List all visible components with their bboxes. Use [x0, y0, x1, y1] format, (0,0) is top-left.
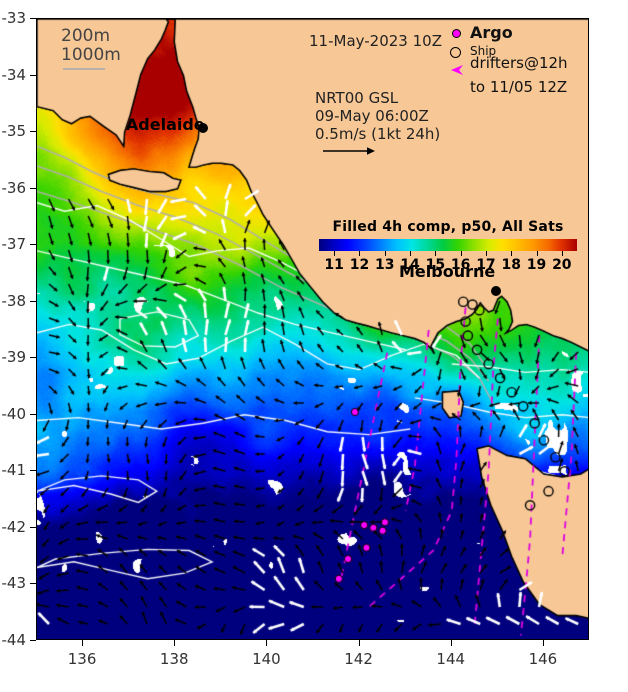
bathymetry-scale-key: 200m 1000m: [61, 27, 121, 70]
x-axis-tick: [451, 640, 452, 646]
y-axis-tick: [30, 188, 36, 189]
legend-label-drifters: drifters@12h: [470, 54, 568, 72]
y-axis-tick-label: -39: [0, 348, 26, 366]
y-axis-tick-label: -37: [0, 235, 26, 253]
legend-item-drifters: drifters@12h: [450, 58, 580, 78]
y-axis-tick-label: -40: [0, 405, 26, 423]
y-axis-tick-label: -33: [0, 9, 26, 27]
x-axis-tick-label: 142: [329, 650, 389, 668]
y-axis-tick: [30, 640, 36, 641]
bathy-contour-sample-line: [63, 68, 105, 70]
y-axis-tick-label: -35: [0, 122, 26, 140]
y-axis-tick-label: -44: [0, 631, 26, 649]
city-label: Melbourne: [399, 262, 495, 281]
legend-item-argo: Argo: [450, 25, 580, 44]
sst-map-canvas: [37, 19, 589, 640]
y-axis-tick-label: -42: [0, 518, 26, 536]
current-scale-value: 0.5m/s (1kt 24h): [315, 125, 440, 143]
figure-root: 200m 1000m 11-May-2023 10Z NRT00 GSL 09-…: [0, 0, 628, 692]
x-axis-tick: [543, 640, 544, 646]
y-axis-tick: [30, 301, 36, 302]
city-label: Adelaide: [126, 115, 205, 134]
y-axis-tick-label: -41: [0, 461, 26, 479]
x-axis-tick: [266, 640, 267, 646]
x-axis-tick-label: 144: [421, 650, 481, 668]
current-model-info: NRT00 GSL 09-May 06:00Z 0.5m/s (1kt 24h): [315, 89, 440, 161]
y-axis-tick-label: -43: [0, 574, 26, 592]
y-axis-tick: [30, 244, 36, 245]
legend-item-drifter-period: to 11/05 12Z: [450, 78, 580, 96]
map-plot-area[interactable]: 200m 1000m 11-May-2023 10Z NRT00 GSL 09-…: [36, 18, 589, 640]
map-timestamp: 11-May-2023 10Z: [309, 32, 442, 50]
legend-label-drifter-period: to 11/05 12Z: [470, 78, 567, 96]
y-axis-tick: [30, 527, 36, 528]
y-axis-tick: [30, 75, 36, 76]
x-axis-tick-label: 138: [144, 650, 204, 668]
colorbar-tick-label: 12: [350, 257, 369, 273]
y-axis-tick: [30, 18, 36, 19]
y-axis-tick: [30, 414, 36, 415]
y-axis-tick: [30, 470, 36, 471]
y-axis-tick-label: -36: [0, 179, 26, 197]
y-axis-tick: [30, 357, 36, 358]
colorbar-tick-label: 11: [324, 257, 343, 273]
colorbar-title: Filled 4h comp, p50, All Sats: [319, 219, 577, 235]
y-axis-tick-label: -38: [0, 292, 26, 310]
x-axis-tick: [174, 640, 175, 646]
colorbar-tick-label: 20: [552, 257, 571, 273]
drifter-arrow-icon: [450, 60, 464, 74]
colorbar-tick-label: 19: [527, 257, 546, 273]
y-axis-tick: [30, 131, 36, 132]
x-axis-tick-label: 140: [236, 650, 296, 668]
map-legend: Argo Ship drifters@12h to 11/05 12Z: [450, 25, 580, 96]
city-dot-icon: [491, 286, 501, 296]
argo-marker-icon: [450, 27, 464, 41]
x-axis-tick: [359, 640, 360, 646]
bathy-label-200m: 200m: [61, 27, 121, 46]
current-model-time: 09-May 06:00Z: [315, 107, 440, 125]
x-axis-tick: [82, 640, 83, 646]
legend-label-argo: Argo: [470, 23, 513, 42]
y-axis-tick: [30, 583, 36, 584]
colorbar-gradient: [319, 239, 577, 251]
x-axis-tick-label: 136: [52, 650, 112, 668]
x-axis-tick-label: 146: [513, 650, 573, 668]
colorbar-tick-label: 18: [501, 257, 520, 273]
right-arrow-icon: [323, 145, 375, 157]
current-model-name: NRT00 GSL: [315, 89, 440, 107]
y-axis-tick-label: -34: [0, 66, 26, 84]
bathy-label-1000m: 1000m: [61, 46, 121, 65]
colorbar-tick-label: 13: [375, 257, 394, 273]
